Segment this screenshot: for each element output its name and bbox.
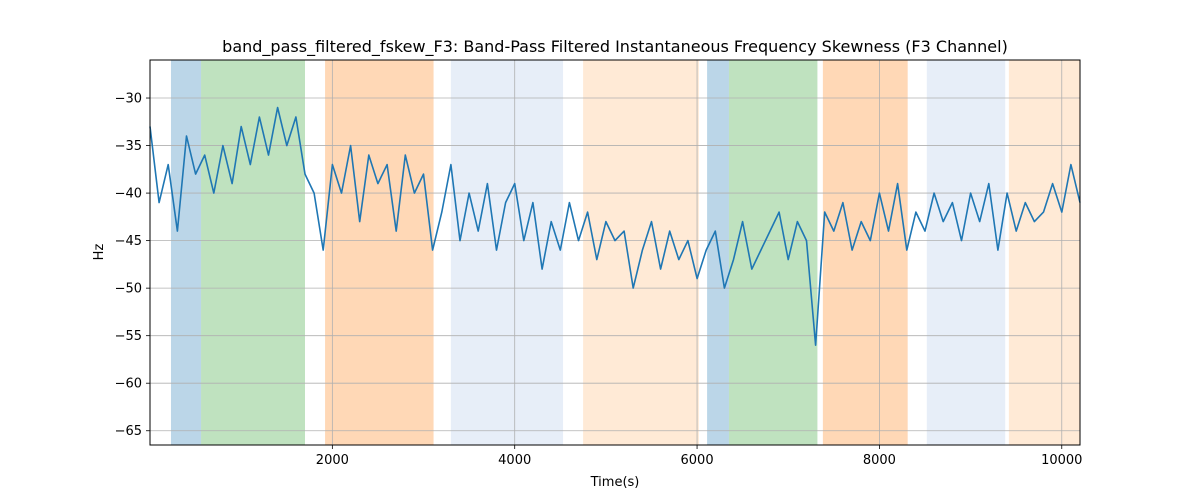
x-tick-label-1: 4000 [498,453,531,468]
y-tick-label-3: −45 [115,234,142,249]
x-axis-label: Time(s) [590,475,640,490]
grid [150,60,1080,445]
y-tick-label-6: −60 [115,377,142,392]
band-3 [450,60,564,445]
y-tick-label-5: −55 [115,329,142,344]
band-2 [325,60,434,445]
y-tick-label-1: −35 [115,139,142,154]
x-tick-label-3: 8000 [863,453,896,468]
x-tick-label-4: 10000 [1041,453,1082,468]
band-6 [728,60,818,445]
band-1 [201,60,305,445]
series-line-0 [149,106,1081,347]
band-7 [822,60,908,445]
y-axis-label: Hz [92,244,107,261]
band-4 [583,60,699,445]
x-tick-label-2: 6000 [681,453,714,468]
y-tick-label-2: −40 [115,187,142,202]
plot-line [149,106,1081,347]
band-9 [1008,60,1080,445]
y-tick-label-7: −65 [115,424,142,439]
y-tick-label-0: −30 [115,92,142,107]
band-0 [170,60,202,445]
x-axis-ticks: 2000 4000 6000 8000 10000 [316,445,1082,468]
x-tick-label-0: 2000 [316,453,349,468]
highlight-bands [170,60,1080,445]
plot-frame [149,59,1081,446]
y-tick-label-4: −50 [115,282,142,297]
chart-title: band_pass_filtered_fskew_F3: Band-Pass F… [222,37,1008,57]
band-8 [926,60,1006,445]
y-axis-ticks: −30 −35 −40 −45 −50 −55 −60 −65 [115,92,150,439]
